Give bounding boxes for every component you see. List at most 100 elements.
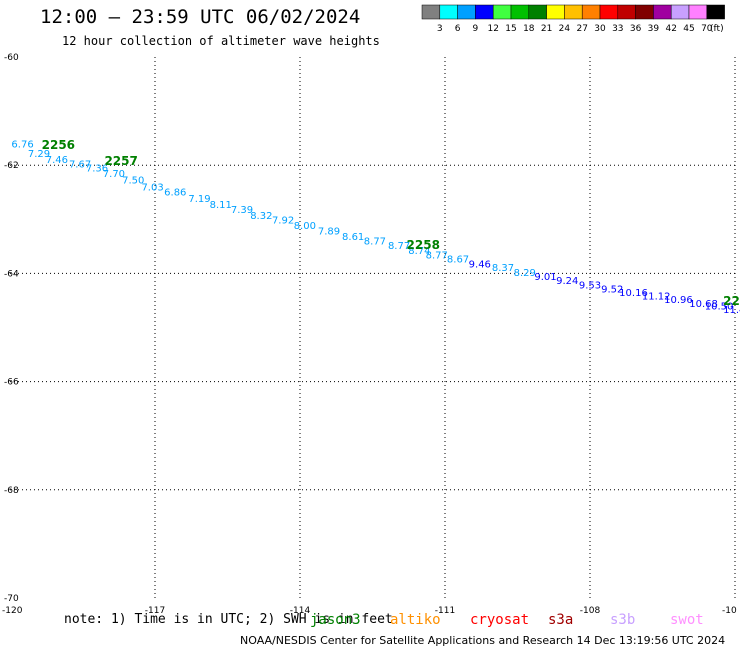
colorbar-swatch: [599, 4, 619, 20]
time-marker: 2257: [104, 154, 137, 168]
wave-height-point: 9.01: [534, 272, 556, 283]
colorbar-label: 24: [559, 24, 571, 34]
colorbar-swatch: [457, 4, 476, 20]
page-subtitle: 12 hour collection of altimeter wave hei…: [62, 34, 380, 48]
time-marker: 2256: [42, 138, 75, 152]
wave-height-point: 7.36: [86, 164, 108, 175]
colorbar-swatch: [564, 4, 583, 20]
colorbar-swatch: [546, 4, 565, 20]
time-marker: 2259: [723, 294, 740, 308]
wave-height-point: 7.03: [141, 183, 163, 194]
wave-height-point: 8.77: [426, 250, 448, 261]
y-tick-label: -60: [4, 53, 19, 63]
colorbar-swatch: [510, 4, 530, 20]
colorbar-swatch: [475, 4, 494, 20]
colorbar-swatch: [617, 4, 636, 20]
colorbar-label: 21: [541, 24, 552, 34]
colorbar-label: 70: [701, 24, 713, 34]
x-tick-label: -117: [145, 606, 165, 616]
time-marker: 2258: [407, 238, 440, 252]
colorbar-label: 15: [505, 24, 516, 34]
colorbar-swatch: [688, 4, 708, 20]
data-points: 6.767.297.46 7.677.367.707.507.03 6.867.19…: [11, 139, 740, 316]
wave-height-point: 11.46: [723, 305, 740, 316]
colorbar-label: 6: [455, 24, 461, 34]
colorbar-label: 30: [594, 24, 606, 34]
colorbar-swatch: [492, 4, 512, 20]
colorbar-swatch: [706, 4, 725, 20]
y-tick-label: -62: [4, 161, 19, 171]
colorbar-swatch: [439, 4, 458, 20]
wave-height-point: 7.19: [188, 194, 210, 205]
wave-height-point: 8.77: [364, 237, 386, 248]
colorbar-swatch: [670, 4, 690, 20]
wave-height-point: 8.32: [250, 211, 272, 222]
x-tick-label: -108: [580, 606, 601, 616]
colorbar-label: 42: [665, 24, 676, 34]
wave-height-point: 9.53: [579, 281, 601, 292]
wave-height-point: 7.70: [103, 169, 125, 180]
colorbar-swatch: [635, 4, 654, 20]
wave-height-point: 10.68: [689, 299, 718, 310]
wave-height-point: 8.37: [492, 263, 514, 274]
footer-credit: NOAA/NESDIS Center for Satellite Applica…: [240, 634, 726, 647]
colorbar-label: 36: [630, 24, 642, 34]
page-title: 12:00 – 23:59 UTC 06/02/2024: [40, 6, 361, 28]
x-tick-label: -114: [290, 606, 311, 616]
y-tick-label: -68: [4, 486, 19, 496]
colorbar-label: 33: [612, 24, 623, 34]
x-tick-label: -10: [722, 606, 737, 616]
wave-height-point: 10.96: [664, 295, 693, 306]
x-tick-label: -120: [2, 606, 23, 616]
wave-height-point: 7.67: [69, 159, 91, 170]
colorbar-label: 12: [487, 24, 498, 34]
wave-height-point: 7.50: [122, 176, 144, 187]
colorbar-label: 3: [437, 24, 443, 34]
wave-height-point: 6.76: [11, 139, 33, 150]
satellite-legend-item: s3a: [548, 612, 574, 628]
wave-height-point: 7.29: [28, 149, 50, 160]
axis-ticks: -60 -62 -64 -66 -68 -70 -120 -117 -114 -111 -108 -1…: [2, 53, 737, 616]
satellite-legend-item: swot: [670, 612, 704, 628]
wave-height-point: 8.67: [447, 255, 469, 266]
wave-height-point: 10.16: [619, 288, 648, 299]
wave-height-point: 8.00: [294, 221, 316, 232]
y-tick-label: -70: [4, 594, 19, 604]
wave-height-point: 6.86: [164, 187, 186, 198]
satellite-legend-item: s3b: [610, 612, 636, 628]
chart-grid: [10, 57, 736, 598]
colorbar-label: 45: [683, 24, 694, 34]
colorbar-label: 9: [473, 24, 479, 34]
colorbar-swatch: [581, 4, 601, 20]
y-tick-label: -64: [4, 269, 19, 279]
wave-height-point: 9.52: [601, 284, 623, 295]
wave-height-point: 9.24: [556, 276, 578, 287]
satellite-legend-item: jason3: [310, 612, 361, 628]
colorbar-label: 39: [648, 24, 660, 34]
wave-height-point: 9.46: [469, 259, 491, 270]
x-tick-label: -111: [435, 606, 455, 616]
wave-height-point: 8.77: [388, 241, 410, 252]
wave-height-point: 7.39: [231, 205, 253, 216]
colorbar-swatch: [528, 4, 547, 20]
wave-height-point: 7.92: [272, 216, 294, 227]
wave-height-point: 8.29: [514, 268, 536, 279]
wave-height-point: 10.50: [705, 302, 734, 313]
y-tick-label: -66: [4, 378, 19, 388]
wave-height-point: 8.11: [210, 200, 232, 211]
time-markers: 2256 2257 2258 2259: [42, 138, 740, 308]
wave-height-point: 7.46: [46, 155, 68, 166]
colorbar-label: 18: [523, 24, 535, 34]
colorbar-swatch: [653, 4, 672, 20]
satellite-legend-item: altiko: [390, 612, 441, 628]
wave-height-point: 11.12: [642, 291, 671, 302]
wave-height-point: 7.89: [318, 226, 340, 237]
colorbar-swatch: [421, 4, 441, 20]
wave-height-point: 8.61: [342, 232, 364, 243]
satellite-legend-item: cryosat: [470, 612, 530, 628]
colorbar-unit: (ft): [710, 24, 724, 34]
footer-note: note: 1) Time is in UTC; 2) SWH is in fe…: [64, 612, 393, 627]
wave-height-point: 8.74: [408, 246, 430, 257]
colorbar-label: 27: [576, 24, 587, 34]
